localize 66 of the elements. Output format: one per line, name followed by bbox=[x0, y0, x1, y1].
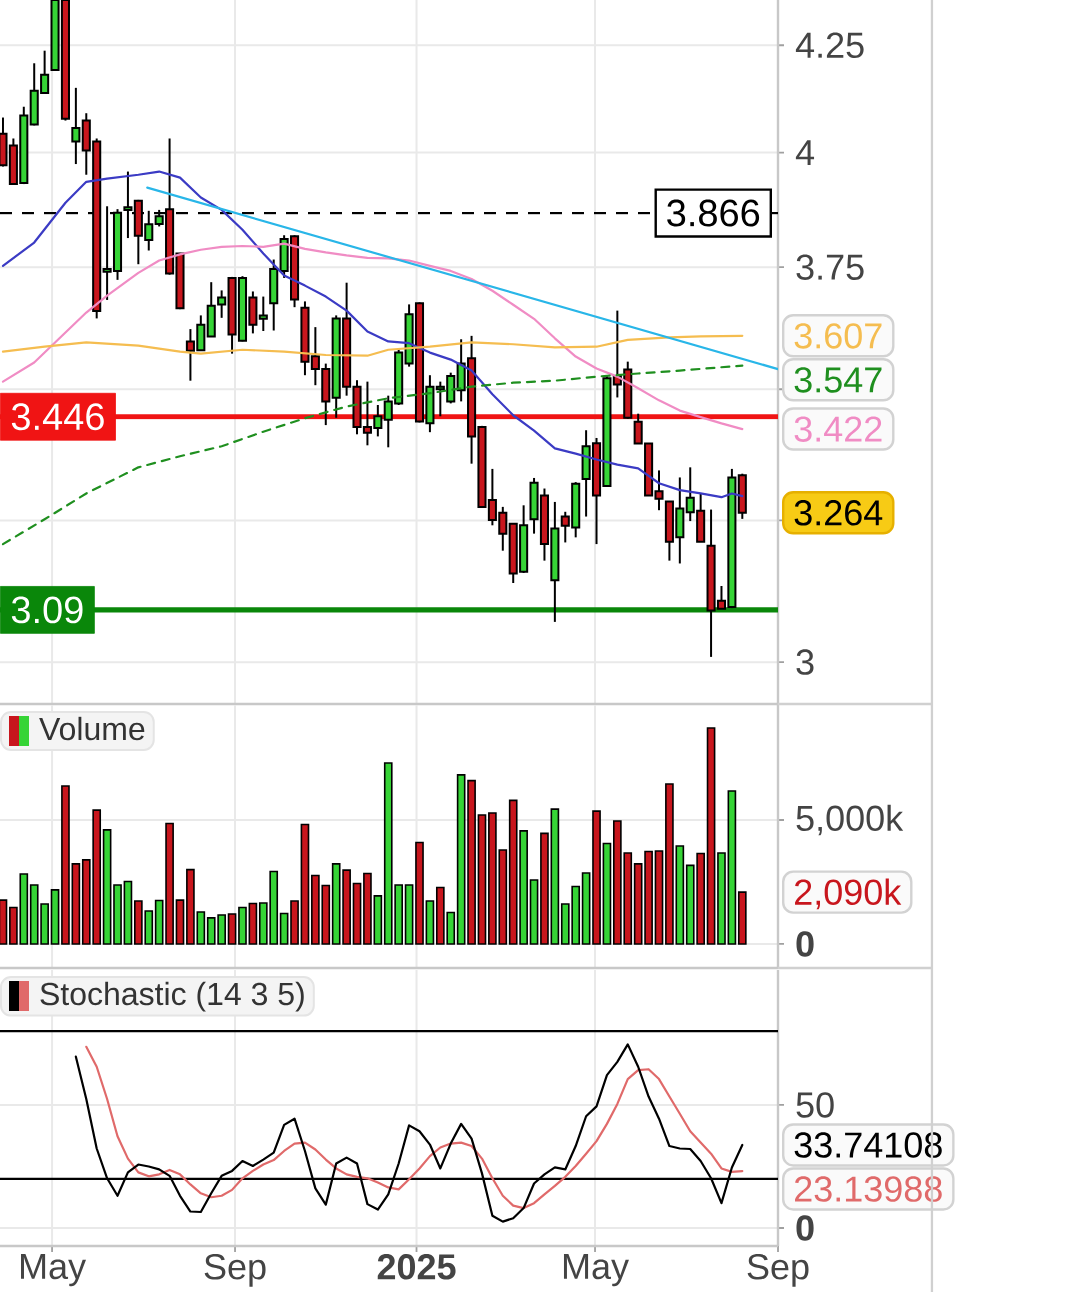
bar bbox=[373, 895, 383, 945]
candlestick bbox=[123, 170, 133, 240]
bar bbox=[123, 880, 133, 945]
line-series bbox=[1, 242, 744, 431]
bar bbox=[550, 808, 560, 945]
bar bbox=[415, 841, 424, 945]
bar bbox=[279, 912, 289, 945]
data-label: 23.13988 bbox=[795, 1176, 942, 1202]
bar bbox=[61, 785, 70, 945]
candlestick bbox=[258, 295, 268, 332]
bar bbox=[727, 790, 737, 945]
bar bbox=[467, 779, 476, 945]
bar bbox=[0, 899, 8, 945]
bar bbox=[50, 889, 60, 945]
bar bbox=[581, 872, 591, 945]
bar bbox=[529, 879, 539, 945]
line-series bbox=[1, 334, 744, 357]
y-tick-label: 3 bbox=[796, 649, 814, 675]
bar bbox=[477, 814, 487, 945]
bar bbox=[602, 842, 612, 945]
bar bbox=[248, 902, 258, 945]
bar bbox=[717, 852, 726, 945]
x-tick-label: Sep bbox=[204, 1254, 266, 1287]
bar bbox=[238, 906, 247, 945]
bar bbox=[540, 832, 549, 945]
data-label: 3.422 bbox=[794, 416, 882, 442]
ref-line-label: 3.09 bbox=[11, 596, 83, 624]
line-series bbox=[1, 364, 744, 546]
bar bbox=[290, 900, 299, 945]
y-tick-label: 4.25 bbox=[795, 32, 864, 58]
y-tick-label: 5,000k bbox=[796, 804, 904, 836]
bar bbox=[456, 774, 466, 945]
data-label: 3.607 bbox=[794, 323, 882, 349]
annotation: 2,090k bbox=[795, 878, 902, 910]
bar bbox=[227, 913, 237, 945]
chart-title: Stochastic (14 3 5) bbox=[40, 981, 304, 1012]
bar bbox=[706, 727, 716, 945]
data-label: 33.74108 bbox=[794, 1132, 942, 1158]
bar bbox=[352, 882, 362, 945]
bar bbox=[102, 829, 112, 945]
x-tick-label: Sep bbox=[747, 1254, 809, 1287]
bar bbox=[737, 891, 747, 945]
bar bbox=[404, 884, 414, 945]
x-tick-label: 2025 bbox=[377, 1254, 456, 1280]
bar bbox=[113, 884, 122, 945]
y-tick-label: 4 bbox=[795, 140, 815, 165]
data-label: 3.547 bbox=[794, 367, 882, 393]
bar bbox=[363, 872, 372, 945]
y-tick-label: 0 bbox=[796, 931, 814, 957]
y-tick-label: 3.75 bbox=[796, 254, 864, 280]
bar bbox=[654, 850, 664, 945]
candlestick bbox=[71, 86, 81, 166]
bar bbox=[300, 823, 310, 945]
bar bbox=[175, 899, 185, 945]
chart-title: Volume bbox=[39, 716, 145, 741]
x-tick-label: May bbox=[563, 1254, 629, 1287]
y-tick-label: 50 bbox=[796, 1092, 834, 1118]
bar bbox=[592, 810, 601, 945]
bar bbox=[71, 863, 81, 945]
ref-line-label: 3.866 bbox=[667, 199, 760, 227]
bar bbox=[425, 900, 435, 945]
annotation: 3.264 bbox=[794, 500, 883, 526]
x-tick-label: May bbox=[21, 1254, 87, 1287]
ref-line-label: 3.446 bbox=[11, 403, 104, 431]
candlestick bbox=[217, 289, 227, 319]
y-tick-label: 0 bbox=[796, 1215, 814, 1241]
